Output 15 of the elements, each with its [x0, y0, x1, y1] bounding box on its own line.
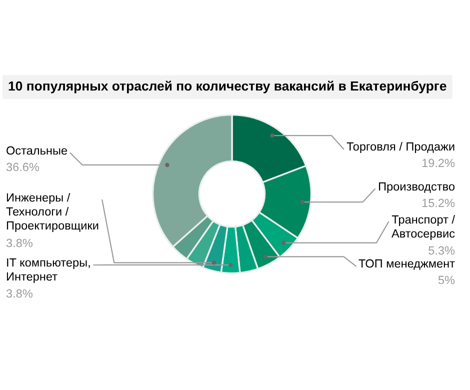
slice-label: ТОП менеджмент [358, 259, 455, 270]
data-label: 5% [438, 276, 455, 284]
slice-label: Производство [378, 182, 455, 194]
chart-title: 10 популярных отраслей по количеству вакансий в Екатеринбурге [8, 80, 446, 94]
slice-label: Остальные [6, 146, 68, 155]
slice-label: Торговля / Продажи [346, 142, 454, 154]
data-label: 5.3% [428, 246, 455, 255]
data-label: 15.2% [422, 198, 455, 208]
data-label: 36.6% [6, 162, 40, 172]
slice-label: IT компьютеры, Интернет [6, 258, 90, 284]
data-label: 3.8% [6, 289, 32, 298]
data-label: 3.8% [6, 238, 32, 248]
data-label: 19.2% [422, 158, 455, 168]
slice-label: Инженеры / Технологи / Проектировщики [6, 193, 98, 232]
slice-label: Транспорт / Автосервис [392, 215, 456, 240]
